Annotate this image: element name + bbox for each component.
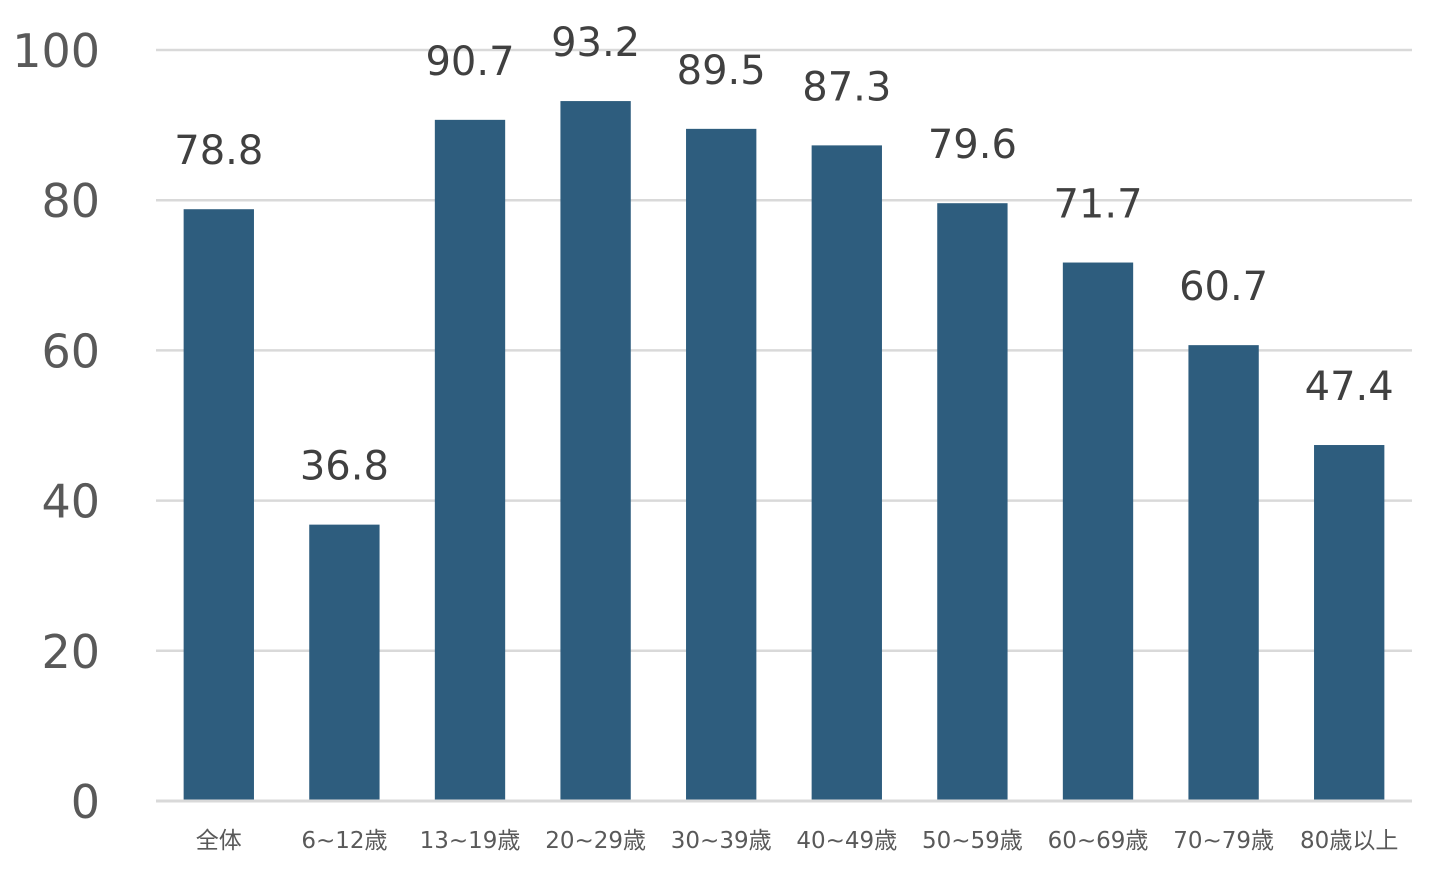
x-tick-label-2: 13~19歳 [420,828,521,854]
data-label-6: 79.6 [928,122,1017,168]
y-tick-label-60: 60 [41,324,100,378]
bar-7 [1062,262,1134,802]
data-label-0: 78.8 [174,128,263,174]
y-tick-label-100: 100 [12,24,100,78]
bar-4 [686,128,757,802]
bar-3 [560,101,631,802]
y-axis-ticks: 0 20 40 60 80 100 [12,24,100,829]
x-tick-label-3: 20~29歳 [545,828,646,854]
bars [183,101,1385,802]
bar-0 [183,209,254,801]
bar-1 [309,524,380,801]
x-axis-ticks: 全体 6~12歳 13~19歳 20~29歳 30~39歳 40~49歳 50~59歳 60~… [196,828,1399,854]
y-tick-label-0: 0 [71,775,100,829]
bar-8 [1188,345,1259,801]
bar-5 [811,145,882,801]
data-label-9: 47.4 [1305,364,1394,410]
data-label-2: 90.7 [425,39,514,85]
x-tick-label-8: 70~79歳 [1173,828,1274,854]
data-label-5: 87.3 [802,64,891,110]
bar-6 [937,203,1008,802]
x-tick-label-7: 60~69歳 [1048,828,1149,854]
x-tick-label-6: 50~59歳 [922,828,1023,854]
data-label-7: 71.7 [1053,182,1142,228]
y-tick-label-40: 40 [41,475,100,529]
data-label-1: 36.8 [300,444,389,490]
x-tick-label-9: 80歳以上 [1300,828,1398,854]
x-tick-label-5: 40~49歳 [796,828,897,854]
x-tick-label-1: 6~12歳 [301,828,387,854]
y-tick-label-80: 80 [41,174,100,228]
data-label-3: 93.2 [551,20,640,66]
data-labels: 78.8 36.8 90.7 93.2 89.5 87.3 79.6 71.7 60.7 47.4 [174,20,1393,490]
bar-9 [1314,445,1385,801]
bar-2 [434,119,506,801]
x-tick-label-4: 30~39歳 [671,828,772,854]
y-tick-label-20: 20 [41,625,100,679]
data-label-8: 60.7 [1179,264,1268,310]
x-tick-label-0: 全体 [196,828,242,854]
data-label-4: 89.5 [677,48,766,94]
